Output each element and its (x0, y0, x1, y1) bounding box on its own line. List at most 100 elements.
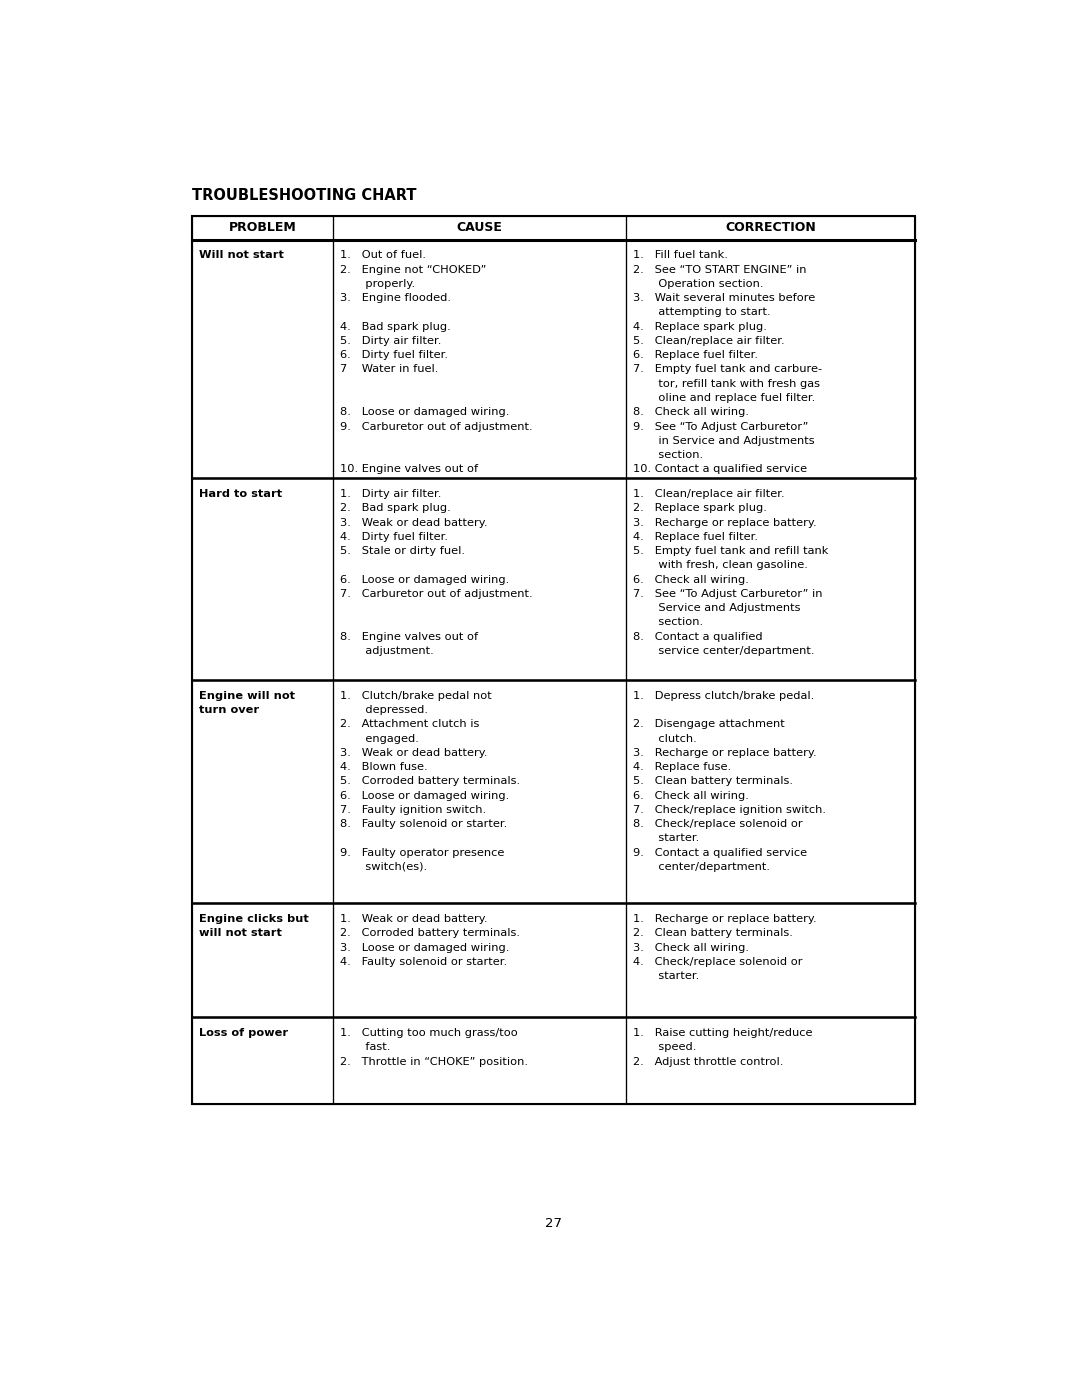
Text: 4.   Dirty fuel filter.: 4. Dirty fuel filter. (339, 532, 447, 542)
Text: 6.   Replace fuel filter.: 6. Replace fuel filter. (633, 351, 757, 360)
Text: 6.   Check all wiring.: 6. Check all wiring. (633, 574, 748, 585)
Text: 3.   Check all wiring.: 3. Check all wiring. (633, 943, 748, 953)
Bar (333, 478, 625, 680)
Bar (333, 217, 625, 240)
Text: 3.   Recharge or replace battery.: 3. Recharge or replace battery. (633, 518, 816, 528)
Text: with fresh, clean gasoline.: with fresh, clean gasoline. (633, 560, 808, 570)
Text: 8.   Loose or damaged wiring.: 8. Loose or damaged wiring. (339, 408, 509, 418)
Text: 5.   Dirty air filter.: 5. Dirty air filter. (339, 337, 441, 346)
Text: center/department.: center/department. (633, 862, 770, 872)
Bar (625, 680, 915, 904)
Text: 4.   Blown fuse.: 4. Blown fuse. (339, 763, 428, 773)
Text: 1.   Depress clutch/brake pedal.: 1. Depress clutch/brake pedal. (633, 692, 813, 701)
Text: 1.   Cutting too much grass/too: 1. Cutting too much grass/too (339, 1028, 517, 1038)
Text: speed.: speed. (633, 1042, 696, 1052)
Text: 7.   Faulty ignition switch.: 7. Faulty ignition switch. (339, 805, 486, 814)
Text: 5.   Clean/replace air filter.: 5. Clean/replace air filter. (633, 337, 784, 346)
Text: 5.   Corroded battery terminals.: 5. Corroded battery terminals. (339, 777, 519, 787)
Text: 7.   Check/replace ignition switch.: 7. Check/replace ignition switch. (633, 805, 825, 814)
Text: 6.   Dirty fuel filter.: 6. Dirty fuel filter. (339, 351, 447, 360)
Bar (333, 1017, 625, 1104)
Bar (192, 904, 333, 1017)
Bar (333, 904, 625, 1017)
Text: 3.   Loose or damaged wiring.: 3. Loose or damaged wiring. (339, 943, 509, 953)
Text: 3.   Recharge or replace battery.: 3. Recharge or replace battery. (633, 747, 816, 759)
Text: clutch.: clutch. (633, 733, 697, 743)
Bar (192, 680, 333, 904)
Text: attempting to start.: attempting to start. (633, 307, 770, 317)
Text: starter.: starter. (633, 971, 699, 981)
Text: 4.   Replace fuel filter.: 4. Replace fuel filter. (633, 532, 757, 542)
Text: 8.   Check/replace solenoid or: 8. Check/replace solenoid or (633, 819, 802, 830)
Text: Operation section.: Operation section. (633, 279, 762, 289)
Text: 5.   Empty fuel tank and refill tank: 5. Empty fuel tank and refill tank (633, 546, 828, 556)
Text: section.: section. (633, 450, 703, 460)
Text: 6.   Check all wiring.: 6. Check all wiring. (633, 791, 748, 800)
Text: 3.   Wait several minutes before: 3. Wait several minutes before (633, 293, 814, 303)
Text: 3.   Weak or dead battery.: 3. Weak or dead battery. (339, 518, 487, 528)
Text: 3.   Weak or dead battery.: 3. Weak or dead battery. (339, 747, 487, 759)
Text: properly.: properly. (339, 279, 415, 289)
Text: 2.   Attachment clutch is: 2. Attachment clutch is (339, 719, 480, 729)
Text: 7.   Carburetor out of adjustment.: 7. Carburetor out of adjustment. (339, 590, 532, 599)
Text: 9.   Carburetor out of adjustment.: 9. Carburetor out of adjustment. (339, 422, 532, 432)
Text: 1.   Fill fuel tank.: 1. Fill fuel tank. (633, 250, 728, 260)
Text: 7.   Empty fuel tank and carbure-: 7. Empty fuel tank and carbure- (633, 365, 822, 374)
Text: service center/department.: service center/department. (633, 645, 814, 657)
Bar (192, 1017, 333, 1104)
Text: 1.   Clutch/brake pedal not: 1. Clutch/brake pedal not (339, 692, 491, 701)
Text: 2.   Bad spark plug.: 2. Bad spark plug. (339, 503, 450, 514)
Text: 1.   Dirty air filter.: 1. Dirty air filter. (339, 489, 441, 499)
Text: 1.   Weak or dead battery.: 1. Weak or dead battery. (339, 914, 487, 925)
Text: engaged.: engaged. (339, 733, 419, 743)
Bar (333, 680, 625, 904)
Text: 2.   Disengage attachment: 2. Disengage attachment (633, 719, 784, 729)
Text: 5.   Stale or dirty fuel.: 5. Stale or dirty fuel. (339, 546, 464, 556)
Text: 6.   Loose or damaged wiring.: 6. Loose or damaged wiring. (339, 574, 509, 585)
Bar (625, 240, 915, 478)
Text: 8.   Faulty solenoid or starter.: 8. Faulty solenoid or starter. (339, 819, 507, 830)
Text: 9.   See “To Adjust Carburetor”: 9. See “To Adjust Carburetor” (633, 422, 808, 432)
Text: 7    Water in fuel.: 7 Water in fuel. (339, 365, 438, 374)
Text: 5.   Clean battery terminals.: 5. Clean battery terminals. (633, 777, 793, 787)
Text: 2.   Replace spark plug.: 2. Replace spark plug. (633, 503, 767, 514)
Text: TROUBLESHOOTING CHART: TROUBLESHOOTING CHART (192, 189, 417, 203)
Text: 4.   Replace fuse.: 4. Replace fuse. (633, 763, 731, 773)
Text: Engine clicks but: Engine clicks but (199, 914, 309, 925)
Bar (192, 240, 333, 478)
Text: 27: 27 (545, 1217, 562, 1231)
Text: 2.   Corroded battery terminals.: 2. Corroded battery terminals. (339, 929, 519, 939)
Bar (192, 217, 333, 240)
Text: Loss of power: Loss of power (199, 1028, 287, 1038)
Text: CAUSE: CAUSE (457, 221, 502, 235)
Text: Will not start: Will not start (199, 250, 283, 260)
Text: 1.   Out of fuel.: 1. Out of fuel. (339, 250, 426, 260)
Text: Engine will not: Engine will not (199, 692, 295, 701)
Text: 4.   Replace spark plug.: 4. Replace spark plug. (633, 321, 767, 331)
Text: 9.   Faulty operator presence: 9. Faulty operator presence (339, 848, 504, 858)
Text: 8.   Check all wiring.: 8. Check all wiring. (633, 408, 748, 418)
Text: 2.   Adjust throttle control.: 2. Adjust throttle control. (633, 1056, 783, 1067)
Text: adjustment.: adjustment. (339, 645, 433, 657)
Text: 1.   Raise cutting height/reduce: 1. Raise cutting height/reduce (633, 1028, 812, 1038)
Text: 2.   See “TO START ENGINE” in: 2. See “TO START ENGINE” in (633, 264, 806, 275)
Text: 6.   Loose or damaged wiring.: 6. Loose or damaged wiring. (339, 791, 509, 800)
Text: 7.   See “To Adjust Carburetor” in: 7. See “To Adjust Carburetor” in (633, 590, 822, 599)
Text: 2.   Engine not “CHOKED”: 2. Engine not “CHOKED” (339, 264, 486, 275)
Text: 10. Contact a qualified service: 10. Contact a qualified service (633, 464, 807, 474)
Text: switch(es).: switch(es). (339, 862, 427, 872)
Text: 8.   Engine valves out of: 8. Engine valves out of (339, 631, 477, 641)
Text: 1.   Clean/replace air filter.: 1. Clean/replace air filter. (633, 489, 784, 499)
Text: 2.   Throttle in “CHOKE” position.: 2. Throttle in “CHOKE” position. (339, 1056, 528, 1067)
Text: 1.   Recharge or replace battery.: 1. Recharge or replace battery. (633, 914, 816, 925)
Text: starter.: starter. (633, 834, 699, 844)
Text: 4.   Faulty solenoid or starter.: 4. Faulty solenoid or starter. (339, 957, 507, 967)
Text: section.: section. (633, 617, 703, 627)
Text: Service and Adjustments: Service and Adjustments (633, 604, 800, 613)
Text: 4.   Bad spark plug.: 4. Bad spark plug. (339, 321, 450, 331)
Text: depressed.: depressed. (339, 705, 428, 715)
Text: 4.   Check/replace solenoid or: 4. Check/replace solenoid or (633, 957, 802, 967)
Text: turn over: turn over (199, 705, 259, 715)
Bar (333, 240, 625, 478)
Bar (192, 478, 333, 680)
